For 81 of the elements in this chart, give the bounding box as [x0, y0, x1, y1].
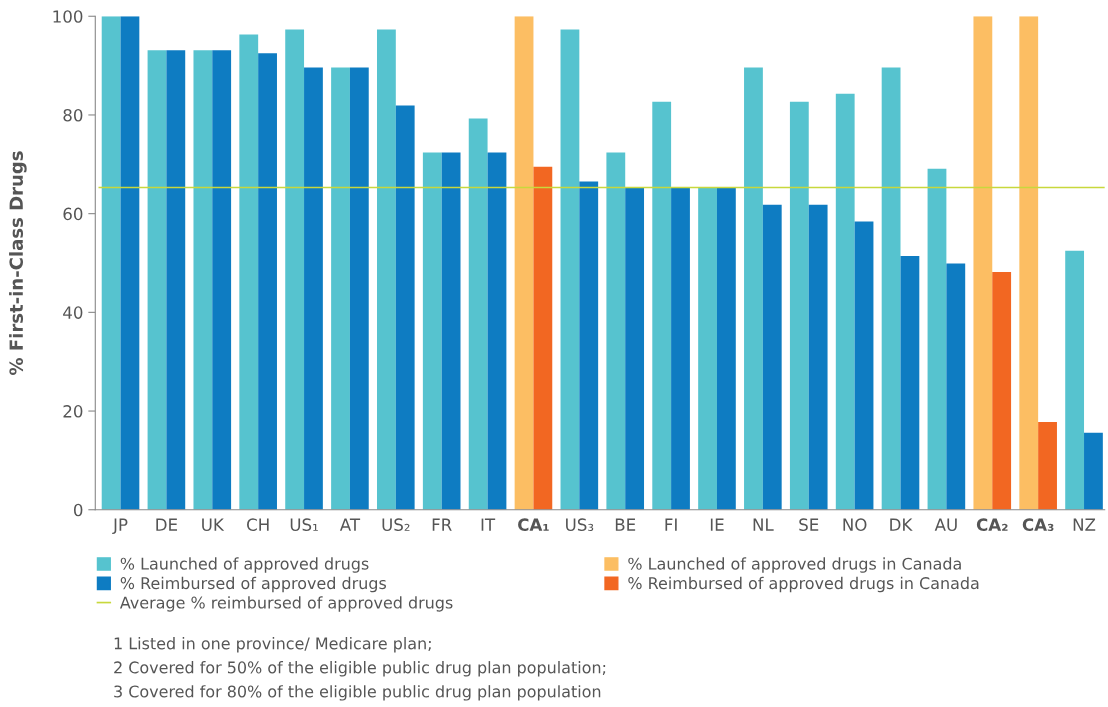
- bar: [789, 101, 809, 510]
- bar: [625, 187, 645, 510]
- x-tick-label: DE: [156, 518, 178, 531]
- bar: [533, 166, 553, 510]
- bar: [992, 271, 1012, 510]
- x-tick-label: CA₁: [518, 518, 549, 531]
- bar: [606, 152, 626, 510]
- bar: [835, 93, 855, 510]
- x-tick-label: JP: [112, 518, 128, 535]
- bar: [716, 187, 736, 510]
- x-tick-label: NL: [753, 518, 774, 531]
- y-tick-label: 100: [53, 10, 83, 23]
- bar: [377, 29, 396, 510]
- x-tick-label: IT: [481, 518, 496, 531]
- bar: [120, 16, 140, 510]
- bar: [441, 152, 461, 510]
- x-tick-label: BE: [615, 518, 636, 531]
- x-tick-label: NO: [843, 518, 867, 531]
- text: 1 Listed in one province/ Medicare plan;: [114, 637, 431, 653]
- x-tick-label: CA₂: [976, 518, 1008, 531]
- y-tick-label: 60: [63, 207, 83, 221]
- bar: [560, 29, 580, 510]
- x-tick-label: UK: [202, 518, 225, 531]
- x-tick-label: US₃: [566, 518, 594, 531]
- bar: [468, 118, 488, 510]
- bar: [514, 16, 534, 510]
- bar: [671, 187, 690, 510]
- x-tick-label: DK: [890, 518, 913, 531]
- bar: [239, 34, 259, 510]
- x-tick-label: NZ: [1073, 518, 1096, 531]
- y-tick-label: 80: [63, 108, 83, 122]
- x-tick-label: FI: [665, 518, 677, 531]
- x-tick-label: CA₃: [1022, 518, 1054, 531]
- x-tick-label: SE: [799, 518, 819, 531]
- bar: [285, 29, 305, 510]
- bar: [900, 256, 920, 510]
- bar: [698, 187, 717, 510]
- bar: [193, 50, 213, 510]
- bar: [652, 101, 672, 510]
- x-tick-label: AU: [934, 518, 957, 531]
- legend-label: % Launched of approved drugs: [120, 557, 369, 573]
- y-tick-label: 0: [73, 503, 83, 517]
- legend-label: % Reimbursed of approved drugs: [120, 576, 386, 593]
- bar: [854, 221, 874, 510]
- bar: [304, 67, 323, 510]
- x-tick-label: AT: [339, 518, 361, 531]
- text: 3 Covered for 80% of the eligible public drug plan population: [114, 685, 601, 701]
- bar: [744, 67, 763, 510]
- bar: [349, 67, 369, 510]
- bar: [212, 50, 232, 510]
- bar: [101, 16, 121, 510]
- bar: [1019, 16, 1039, 510]
- x-tick-label: FR: [432, 518, 452, 531]
- legend-label: % Reimbursed of approved drugs in Canada: [628, 576, 979, 593]
- bar: [579, 181, 599, 510]
- y-tick-label: 40: [63, 306, 83, 319]
- x-tick-label: US₂: [382, 518, 410, 531]
- bar: [1038, 421, 1057, 510]
- bar: [331, 67, 350, 510]
- bar: [946, 263, 966, 510]
- bar: [258, 53, 277, 510]
- bar: [166, 50, 186, 510]
- bar: [1065, 250, 1085, 510]
- bar: [1084, 432, 1103, 510]
- y-axis-title: % First-in-Class Drugs: [9, 151, 27, 375]
- bar: [973, 16, 993, 510]
- bar: [881, 67, 901, 510]
- bar: [487, 152, 507, 510]
- y-tick-label: 20: [63, 405, 83, 418]
- legend-label: % Launched of approved drugs in Canada: [628, 557, 961, 573]
- bar: [762, 204, 782, 510]
- bar: [395, 105, 415, 510]
- x-tick-label: US₁: [290, 518, 318, 531]
- bar: [927, 168, 947, 510]
- legend-label: Average % reimbursed of approved drugs: [119, 596, 453, 612]
- text: 2 Covered for 50% of the eligible public drug plan population;: [114, 661, 606, 677]
- bar: [422, 152, 442, 510]
- x-tick-label: CH: [247, 518, 269, 531]
- bar: [808, 204, 828, 510]
- x-tick-label: IE: [710, 518, 724, 531]
- bar: [147, 50, 167, 510]
